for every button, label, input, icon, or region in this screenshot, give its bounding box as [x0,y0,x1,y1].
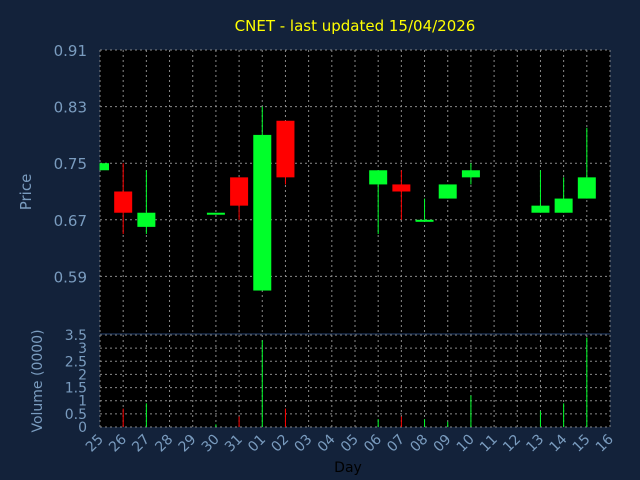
price-candle [369,170,388,234]
price-y-axis-label: Price [17,174,35,211]
price-candle [137,170,156,234]
candle-body [554,198,573,213]
candle-body [114,191,133,213]
candle-body [577,177,596,199]
candle-body [369,170,388,185]
price-y-tick-label: 0.91 [54,42,87,60]
volume-grid [99,334,611,428]
volume-y-tick-label: 2 [78,367,87,383]
volume-bars [122,337,588,427]
candle-body [531,205,550,213]
candle-body [415,219,434,222]
volume-y-tick-label: 0.5 [65,407,87,423]
candle-body [230,177,249,206]
candle-body [206,212,225,215]
price-candle [99,163,109,171]
price-y-tick-label: 0.59 [54,268,87,286]
price-candle [415,198,434,222]
price-candle [392,170,411,220]
volume-y-tick-label: 3.5 [65,328,87,344]
price-candle [531,170,550,213]
volume-y-tick-label: 2.5 [65,354,87,370]
price-candles [99,106,596,291]
candle-body [100,163,109,171]
volume-panel: 3.532.521.510.50 Volume (0000) [30,328,611,436]
price-candle [114,163,133,234]
price-candle [438,184,457,199]
price-candle [461,163,480,185]
volume-y-ticks: 3.532.521.510.50 [65,328,87,436]
candle-body [461,170,480,178]
candle-body [253,134,272,291]
x-axis-ticks: 25 26 27 28 29 30 31 01 02 03 04 05 06 07 08 09 10 11 12 13… [83,431,617,455]
price-y-tick-label: 0.83 [54,99,87,117]
price-candle [577,127,596,199]
price-y-ticks: 0.91 0.83 0.75 0.67 0.59 [54,42,87,286]
price-candle [206,212,225,215]
price-candle [554,177,573,213]
candle-body [392,184,411,192]
chart-title: CNET - last updated 15/04/2026 [235,17,476,35]
price-panel: 0.91 0.83 0.75 0.67 0.59 Price [17,42,611,333]
volume-y-tick-label: 3 [78,341,87,357]
price-y-tick-label: 0.67 [54,212,87,230]
candle-body [137,212,156,227]
x-axis-label: Day [334,460,362,476]
volume-y-tick-label: 1.5 [65,381,87,397]
price-candle [253,106,272,291]
candle-body [438,184,457,199]
price-candle [230,177,249,220]
price-candle [276,120,295,185]
price-y-tick-label: 0.75 [54,155,87,173]
candle-body [276,120,295,178]
volume-y-axis-label: Volume (0000) [30,329,46,432]
volume-y-tick-label: 0 [78,420,87,436]
volume-y-tick-label: 1 [78,394,87,410]
